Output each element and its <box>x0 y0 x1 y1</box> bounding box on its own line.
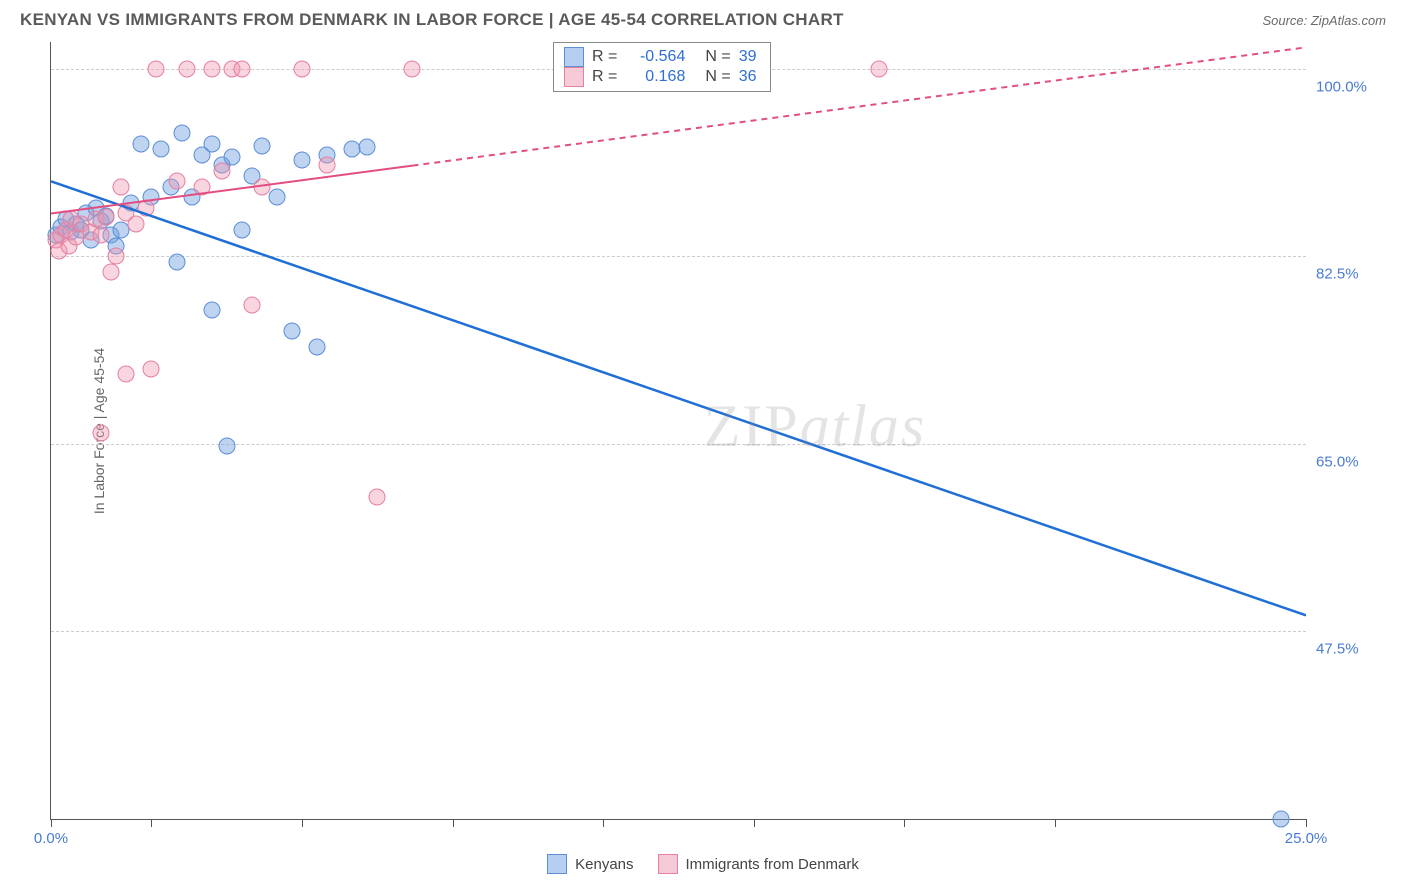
gridline-h <box>51 631 1306 632</box>
data-point <box>108 248 125 265</box>
gridline-h <box>51 256 1306 257</box>
r-value: -0.564 <box>625 48 685 66</box>
data-point <box>203 135 220 152</box>
data-point <box>369 489 386 506</box>
legend-item: Kenyans <box>547 854 633 874</box>
data-point <box>319 157 336 174</box>
data-point <box>359 139 376 156</box>
r-label: R = <box>592 68 617 86</box>
data-point <box>128 216 145 233</box>
data-point <box>153 141 170 158</box>
y-tick-label: 82.5% <box>1316 266 1386 283</box>
data-point <box>93 425 110 442</box>
chart-source: Source: ZipAtlas.com <box>1262 13 1386 28</box>
legend-item: Immigrants from Denmark <box>658 854 859 874</box>
y-tick-label: 100.0% <box>1316 78 1386 95</box>
stats-legend: R = -0.564 N = 39 R = 0.168 N = 36 <box>553 42 771 92</box>
data-point <box>168 173 185 190</box>
data-point <box>173 125 190 142</box>
n-value: 39 <box>739 48 757 66</box>
data-point <box>1272 811 1289 828</box>
legend-swatch <box>547 854 567 874</box>
data-point <box>213 162 230 179</box>
gridline-h <box>51 444 1306 445</box>
data-point <box>233 221 250 238</box>
legend-swatch <box>564 47 584 67</box>
n-label: N = <box>705 68 730 86</box>
data-point <box>268 189 285 206</box>
data-point <box>193 178 210 195</box>
x-tick <box>302 819 303 827</box>
data-point <box>294 151 311 168</box>
x-tick <box>151 819 152 827</box>
x-tick-label: 25.0% <box>1285 830 1328 847</box>
y-tick-label: 65.0% <box>1316 453 1386 470</box>
data-point <box>168 253 185 270</box>
data-point <box>404 60 421 77</box>
data-point <box>253 178 270 195</box>
x-tick-label: 0.0% <box>34 830 68 847</box>
data-point <box>118 366 135 383</box>
legend-label: Kenyans <box>575 856 633 873</box>
data-point <box>93 226 110 243</box>
data-point <box>148 60 165 77</box>
data-point <box>243 296 260 313</box>
data-point <box>253 137 270 154</box>
x-tick <box>603 819 604 827</box>
chart-area: In Labor Force | Age 45-54 47.5%65.0%82.… <box>50 42 1306 820</box>
stats-row: R = -0.564 N = 39 <box>564 47 756 67</box>
data-point <box>178 60 195 77</box>
r-value: 0.168 <box>625 68 685 86</box>
data-point <box>113 178 130 195</box>
data-point <box>203 301 220 318</box>
x-tick <box>1306 819 1307 827</box>
data-point <box>103 264 120 281</box>
data-point <box>98 208 115 225</box>
data-point <box>233 60 250 77</box>
legend-label: Immigrants from Denmark <box>686 856 859 873</box>
stats-row: R = 0.168 N = 36 <box>564 67 756 87</box>
chart-title: KENYAN VS IMMIGRANTS FROM DENMARK IN LAB… <box>20 10 844 30</box>
data-point <box>294 60 311 77</box>
data-point <box>138 200 155 217</box>
x-tick <box>754 819 755 827</box>
y-tick-label: 47.5% <box>1316 641 1386 658</box>
data-point <box>871 60 888 77</box>
x-tick <box>51 819 52 827</box>
r-label: R = <box>592 48 617 66</box>
data-point <box>218 438 235 455</box>
legend-swatch <box>564 67 584 87</box>
legend-swatch <box>658 854 678 874</box>
x-tick <box>1055 819 1056 827</box>
series-legend: Kenyans Immigrants from Denmark <box>0 854 1406 874</box>
data-point <box>133 135 150 152</box>
x-tick <box>453 819 454 827</box>
data-point <box>309 339 326 356</box>
data-point <box>283 323 300 340</box>
n-value: 36 <box>739 68 757 86</box>
data-point <box>143 360 160 377</box>
data-point <box>203 60 220 77</box>
x-tick <box>904 819 905 827</box>
n-label: N = <box>705 48 730 66</box>
